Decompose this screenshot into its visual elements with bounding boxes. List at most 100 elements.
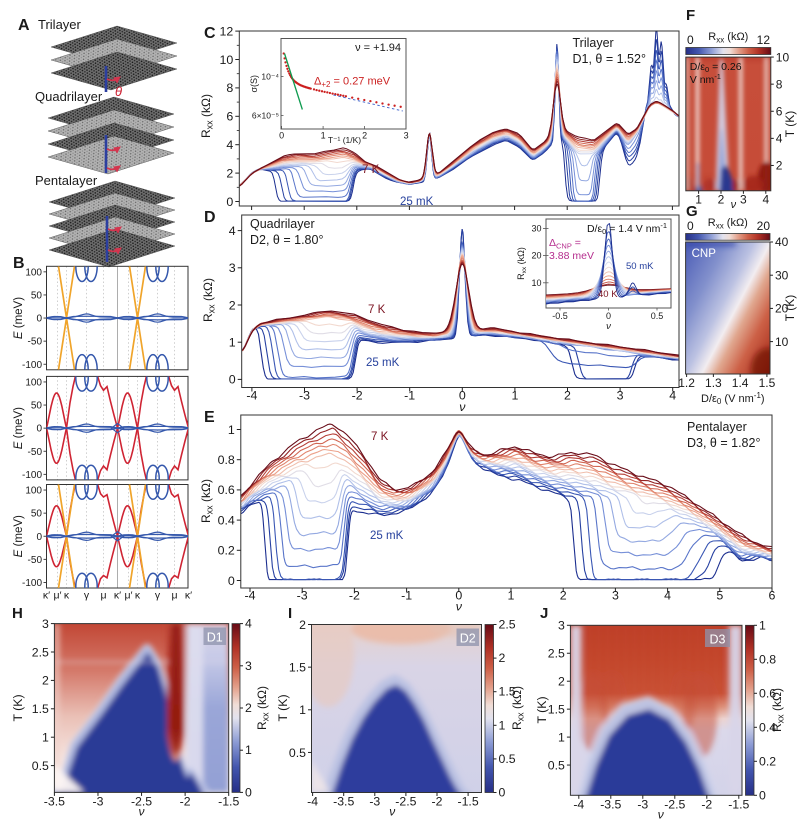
svg-text:B: B [13,255,25,272]
svg-text:6: 6 [769,589,776,603]
svg-text:D2: D2 [460,632,476,646]
svg-text:0.6: 0.6 [218,483,235,497]
svg-text:0.2: 0.2 [218,544,235,558]
svg-text:2: 2 [718,192,725,206]
svg-text:ν: ν [139,804,145,818]
svg-text:1.5: 1.5 [32,702,49,716]
svg-text:4: 4 [669,389,676,403]
svg-text:0.5: 0.5 [548,758,565,772]
svg-text:D/ε0 = 0.26: D/ε0 = 0.26 [690,61,742,74]
svg-text:0: 0 [459,389,466,403]
svg-text:50 mK: 50 mK [626,261,654,272]
svg-text:1: 1 [321,131,326,141]
svg-text:-50: -50 [28,555,43,566]
svg-text:0: 0 [759,788,766,802]
svg-text:Δ+2 = 0.27 meV: Δ+2 = 0.27 meV [314,76,391,90]
svg-text:-2.5: -2.5 [395,795,416,809]
svg-text:2: 2 [42,674,49,688]
svg-text:-4: -4 [246,389,257,403]
svg-text:σ(S): σ(S) [249,75,259,93]
svg-text:7 K: 7 K [368,304,386,316]
svg-text:2: 2 [558,675,565,689]
svg-text:5: 5 [716,589,723,603]
svg-text:Rxx (kΩ): Rxx (kΩ) [199,479,215,523]
svg-text:-3: -3 [299,389,310,403]
svg-text:8: 8 [226,81,233,95]
svg-text:-2.5: -2.5 [664,797,685,811]
svg-text:Quadrilayer: Quadrilayer [250,217,315,231]
svg-text:D1, θ = 1.52°: D1, θ = 1.52° [573,52,646,66]
svg-text:7 K: 7 K [371,431,389,443]
svg-text:-4: -4 [307,795,318,809]
svg-text:2: 2 [776,159,783,173]
svg-text:50: 50 [31,509,43,520]
svg-text:D3, θ = 1.82°: D3, θ = 1.82° [687,436,760,450]
svg-text:E: E [204,409,215,426]
svg-text:3.88 meV: 3.88 meV [549,250,594,262]
svg-text:1.5: 1.5 [548,702,565,716]
svg-text:1.5: 1.5 [499,685,516,699]
svg-text:-50: -50 [28,447,43,458]
svg-text:-2: -2 [349,589,360,603]
svg-text:100: 100 [25,486,42,497]
svg-text:3: 3 [612,589,619,603]
svg-text:-2: -2 [352,389,363,403]
svg-text:κ: κ [135,590,141,602]
svg-text:D/ε0 (V nm-1): D/ε0 (V nm-1) [701,391,765,406]
svg-text:20: 20 [531,251,541,261]
svg-text:D3: D3 [710,633,726,647]
svg-text:0: 0 [279,131,284,141]
svg-text:3: 3 [558,619,565,633]
svg-text:γ: γ [155,590,161,602]
svg-text:100: 100 [25,377,42,388]
svg-text:10⁻⁴: 10⁻⁴ [261,72,279,82]
svg-text:μ′: μ′ [53,590,61,602]
svg-text:20: 20 [775,302,789,316]
svg-text:-3: -3 [637,797,648,811]
svg-text:ν: ν [389,805,395,819]
svg-text:4: 4 [245,617,252,631]
svg-text:T (K): T (K) [11,694,25,721]
svg-text:Trilayer: Trilayer [573,36,614,50]
svg-text:T (K): T (K) [276,694,290,721]
svg-text:Rxx (kΩ): Rxx (kΩ) [255,686,271,730]
svg-text:10: 10 [775,335,789,349]
svg-text:Rxx (kΩ): Rxx (kΩ) [770,688,786,732]
svg-text:2: 2 [499,651,506,665]
svg-text:3: 3 [740,192,747,206]
svg-text:1.4: 1.4 [732,376,749,390]
svg-text:0.5: 0.5 [499,752,516,766]
svg-text:1: 1 [695,192,702,206]
svg-text:2.5: 2.5 [32,645,49,659]
svg-text:2: 2 [362,131,367,141]
svg-text:Rxx (kΩ): Rxx (kΩ) [201,278,217,322]
svg-text:E (meV): E (meV) [13,407,25,449]
svg-text:1.5: 1.5 [759,376,776,390]
svg-text:ν: ν [456,600,463,614]
svg-text:-1: -1 [401,589,412,603]
svg-text:7 K: 7 K [362,164,380,176]
svg-text:-3.5: -3.5 [600,797,621,811]
svg-text:1: 1 [508,589,515,603]
svg-text:CNP: CNP [692,248,717,260]
svg-text:1: 1 [229,336,236,350]
svg-text:40 K: 40 K [598,289,618,300]
svg-text:4: 4 [762,192,769,206]
svg-text:A: A [18,17,30,34]
svg-text:-1.5: -1.5 [728,797,749,811]
svg-text:D/ε0 = 1.4 V nm-1: D/ε0 = 1.4 V nm-1 [587,221,667,236]
svg-text:1.3: 1.3 [705,376,722,390]
svg-text:3: 3 [42,617,49,631]
svg-text:10: 10 [220,53,234,67]
svg-text:-3.5: -3.5 [333,795,354,809]
svg-text:ν: ν [606,321,611,332]
svg-text:D2, θ = 1.80°: D2, θ = 1.80° [250,233,323,247]
svg-text:0: 0 [226,195,233,209]
svg-text:ν: ν [459,400,466,414]
svg-text:V nm-1: V nm-1 [690,72,721,86]
svg-text:1: 1 [499,718,506,732]
svg-text:0: 0 [36,532,42,543]
svg-text:D: D [204,209,216,226]
svg-text:0: 0 [687,33,694,47]
svg-text:1: 1 [299,703,306,717]
